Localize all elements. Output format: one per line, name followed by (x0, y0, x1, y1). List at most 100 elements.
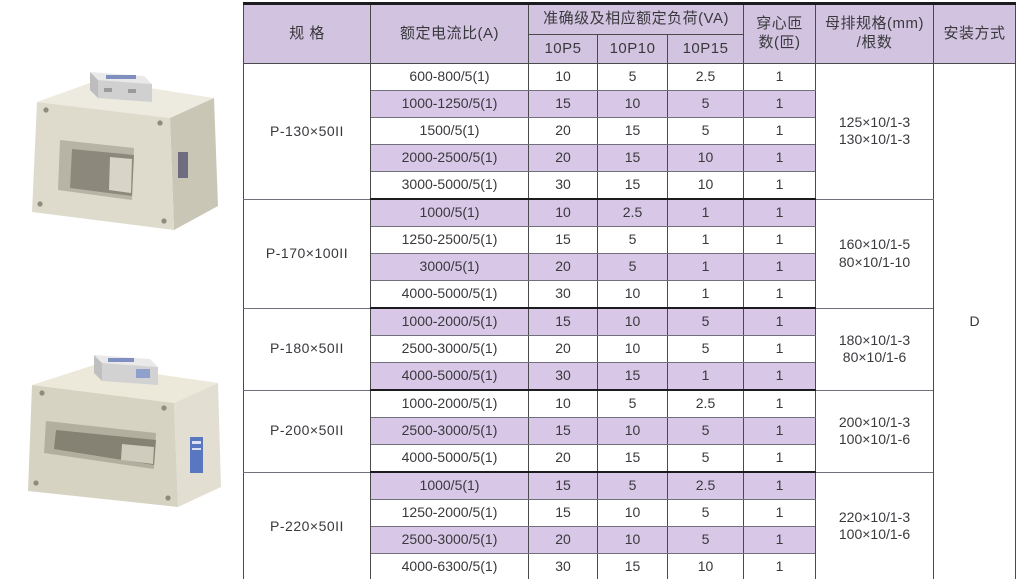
side-label-line (192, 441, 201, 444)
table-row: 1250-2000/5(1) 15 10 5 1 (244, 499, 1016, 527)
load-10p10-cell: 15 (597, 171, 668, 200)
ratio-cell: 1000/5(1) (370, 471, 529, 500)
turns-cell: 1 (743, 362, 817, 391)
ratio-cell: 4000-6300/5(1) (370, 553, 529, 579)
load-10p10-cell: 10 (597, 499, 668, 527)
load-10p15-cell: 5 (666, 335, 745, 363)
install-cell: D (933, 63, 1016, 579)
screw-icon (37, 201, 43, 207)
ratio-cell: 1000-2000/5(1) (370, 389, 529, 418)
header-busbar-line1: 母排规格(mm) (825, 15, 924, 33)
load-10p15-cell: 2.5 (666, 63, 745, 91)
turns-cell: 1 (743, 253, 817, 281)
busbar-cell: 200×10/1-3 100×10/1-6 (815, 389, 935, 473)
load-10p10-cell: 10 (597, 335, 668, 363)
spec-cell: P-220×50II (243, 471, 371, 579)
turns-cell: 1 (743, 307, 817, 336)
turns-cell: 1 (743, 526, 817, 554)
header-10p10: 10P10 (597, 34, 668, 64)
screw-icon (157, 120, 163, 126)
load-10p10-cell: 15 (597, 362, 668, 391)
turns-cell: 1 (743, 226, 817, 254)
turns-cell: 1 (743, 417, 817, 445)
ratio-cell: 1000/5(1) (370, 198, 529, 227)
load-10p10-cell: 10 (597, 280, 668, 309)
load-10p10-cell: 5 (597, 226, 668, 254)
spec-table: 规 格 额定电流比(A) 准确级及相应额定负荷(VA) 穿心匝 数(匝) 母排规… (243, 2, 1016, 579)
header-turns-line2: 数(匝) (758, 34, 801, 51)
load-10p5-cell: 15 (528, 90, 598, 118)
load-10p15-cell: 2.5 (666, 471, 745, 500)
spec-table-body: P-130×50II 600-800/5(1) 10 5 2.5 1 125×10/1-3 1… (243, 63, 1016, 579)
turns-cell: 1 (743, 198, 817, 227)
terminal-block-1 (90, 72, 152, 102)
busbar-line: 100×10/1-6 (838, 431, 911, 447)
ratio-cell: 2500-3000/5(1) (370, 335, 529, 363)
load-10p10-cell: 10 (597, 90, 668, 118)
load-10p15-cell: 10 (666, 553, 745, 579)
header-10p5: 10P5 (528, 34, 598, 64)
turns-cell: 1 (743, 389, 817, 418)
screw-icon (161, 405, 167, 411)
busbar-line: 100×10/1-6 (838, 526, 911, 543)
ratio-cell: 3000/5(1) (370, 253, 529, 281)
table-row: 2000-2500/5(1) 20 15 10 1 (244, 144, 1016, 172)
load-10p15-cell: 2.5 (666, 389, 745, 418)
load-10p15-cell: 5 (666, 417, 745, 445)
load-10p5-cell: 30 (528, 362, 598, 391)
ratio-cell: 1000-2000/5(1) (370, 307, 529, 336)
ratio-cell: 1000-1250/5(1) (370, 90, 529, 118)
ratio-cell: 1250-2500/5(1) (370, 226, 529, 254)
turns-cell: 1 (743, 90, 817, 118)
load-10p5-cell: 20 (528, 253, 598, 281)
load-10p5-cell: 20 (528, 117, 598, 145)
busbar-line: 160×10/1-5 (838, 236, 911, 252)
load-10p15-cell: 1 (666, 280, 745, 309)
load-10p5-cell: 20 (528, 526, 598, 554)
load-10p15-cell: 5 (666, 90, 745, 118)
side-label (190, 437, 203, 473)
busbar-line: 130×10/1-3 (838, 131, 911, 148)
load-10p5-cell: 10 (528, 389, 598, 418)
load-10p5-cell: 10 (528, 198, 598, 227)
load-10p15-cell: 5 (666, 307, 745, 336)
busbar-cell: 125×10/1-3 130×10/1-3 (815, 63, 935, 200)
load-10p10-cell: 5 (597, 253, 668, 281)
load-10p10-cell: 10 (597, 307, 668, 336)
busbar-line: 200×10/1-3 (838, 413, 911, 430)
load-10p10-cell: 5 (597, 471, 668, 500)
load-10p5-cell: 15 (528, 307, 598, 336)
table-row: 2500-3000/5(1) 15 10 5 1 (244, 417, 1016, 445)
ratio-cell: 2500-3000/5(1) (370, 417, 529, 445)
load-10p10-cell: 15 (597, 553, 668, 579)
transformer-body-1 (32, 72, 218, 230)
load-10p15-cell: 5 (666, 444, 745, 473)
busbar-line: 180×10/1-3 (838, 331, 911, 348)
header-accuracy-load: 准确级及相应额定负荷(VA) (527, 3, 745, 35)
table-row: 4000-6300/5(1) 30 15 10 1 (244, 553, 1016, 579)
screw-icon (33, 480, 39, 486)
busbar-line: 220×10/1-3 (838, 508, 911, 525)
product-photo-2 (28, 355, 221, 507)
load-10p5-cell: 20 (528, 144, 598, 172)
table-row: 4000-5000/5(1) 20 15 5 1 (244, 444, 1016, 473)
load-10p10-cell: 2.5 (597, 198, 668, 227)
ratio-cell: 3000-5000/5(1) (370, 171, 529, 200)
turns-cell: 1 (743, 471, 817, 500)
load-10p5-cell: 30 (528, 280, 598, 309)
spec-cell: P-200×50II (243, 389, 371, 473)
busbar-cell: 220×10/1-3 100×10/1-6 (815, 471, 935, 579)
screw-icon (165, 495, 171, 501)
product-photo-1 (32, 72, 218, 230)
busbar-line: 80×10/1-6 (842, 349, 907, 365)
side-slot-1 (178, 152, 188, 178)
table-row: P-180×50II 1000-2000/5(1) 15 10 5 1 180×10/1-3… (243, 307, 1016, 391)
header-busbar: 母排规格(mm) /根数 (815, 3, 935, 64)
screw-icon (161, 218, 167, 224)
table-row: P-170×100II 1000/5(1) 10 2.5 1 1 160×10/1-5 80×… (243, 198, 1016, 309)
table-row: 4000-5000/5(1) 30 15 1 1 (244, 362, 1016, 391)
spec-cell: P-130×50II (243, 63, 371, 200)
load-10p15-cell: 10 (666, 144, 745, 172)
load-10p15-cell: 10 (666, 171, 745, 200)
